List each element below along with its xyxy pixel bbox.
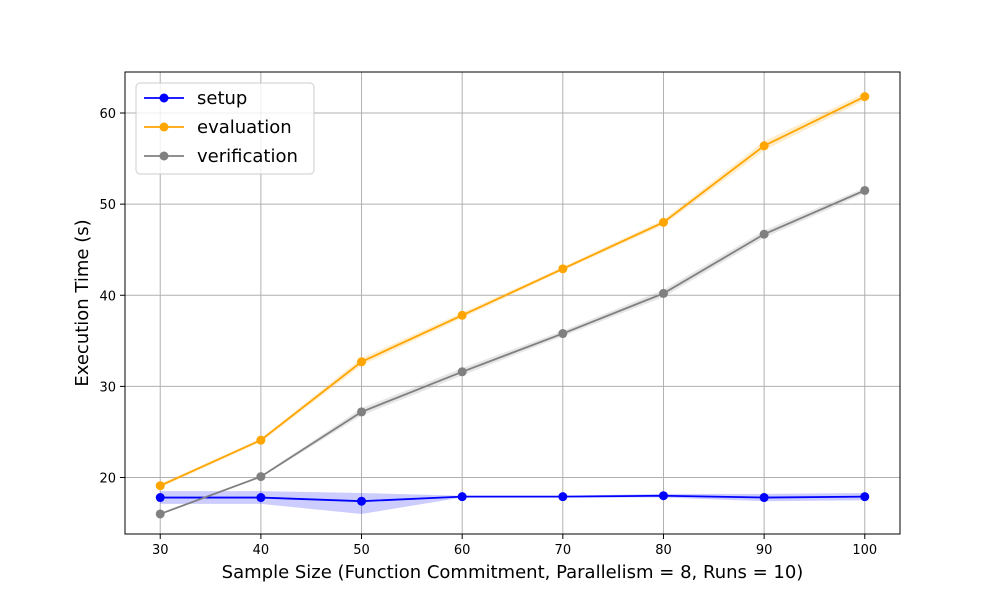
point-setup <box>357 496 367 506</box>
y-tick-label: 20 <box>99 472 116 487</box>
x-tick-label: 60 <box>454 543 471 558</box>
point-verification <box>558 329 568 339</box>
legend-marker <box>159 122 169 132</box>
point-verification <box>658 288 668 298</box>
legend-label: evaluation <box>197 117 292 138</box>
point-setup <box>155 493 165 503</box>
point-verification <box>457 367 467 377</box>
x-tick-label: 100 <box>852 543 877 558</box>
legend-box <box>135 82 315 175</box>
series-line-evaluation <box>159 95 866 487</box>
point-setup <box>256 493 266 503</box>
point-verification <box>357 407 367 417</box>
x-tick-label: 40 <box>253 543 270 558</box>
point-evaluation <box>357 357 367 367</box>
x-tick-label: 50 <box>353 543 370 558</box>
x-tick-label: 70 <box>555 543 572 558</box>
point-verification <box>155 509 165 519</box>
y-axis-ticks: 20 30 40 50 60 <box>99 107 125 487</box>
point-evaluation <box>256 435 266 445</box>
legend-marker <box>159 93 169 103</box>
point-evaluation <box>457 310 467 320</box>
grid-lines <box>125 72 900 534</box>
point-evaluation <box>759 141 769 151</box>
point-verification <box>256 472 266 482</box>
point-evaluation <box>155 481 165 491</box>
point-evaluation <box>860 92 870 102</box>
series-line-verification <box>159 189 866 515</box>
point-verification <box>860 185 870 195</box>
legend-label: setup <box>197 88 247 109</box>
point-verification <box>759 229 769 239</box>
legend-entry-evaluation: evaluation <box>144 117 292 138</box>
y-tick-label: 40 <box>99 289 116 304</box>
point-setup <box>759 493 769 503</box>
x-axis-label: Sample Size (Function Commitment, Parall… <box>222 562 804 583</box>
y-axis-label: Execution Time (s) <box>72 219 93 386</box>
legend: setup evaluation verification <box>135 82 315 175</box>
x-tick-label: 90 <box>756 543 773 558</box>
band-evaluation <box>160 92 865 488</box>
legend-label: verification <box>197 146 298 167</box>
point-setup <box>658 491 668 501</box>
point-setup <box>558 492 568 502</box>
y-tick-label: 50 <box>99 198 116 213</box>
x-tick-label: 30 <box>152 543 169 558</box>
y-tick-label: 60 <box>99 107 116 122</box>
series-line-setup <box>160 494 865 503</box>
y-tick-label: 30 <box>99 380 116 395</box>
series-lines <box>159 95 866 515</box>
point-setup <box>860 492 870 502</box>
point-evaluation <box>558 264 568 274</box>
point-evaluation <box>658 217 668 227</box>
series-points <box>155 92 870 519</box>
legend-marker <box>159 151 169 161</box>
x-tick-label: 80 <box>655 543 672 558</box>
legend-entry-setup: setup <box>144 88 247 109</box>
x-axis-ticks: 30 40 50 60 70 80 90 100 <box>152 534 877 558</box>
point-setup <box>457 492 467 502</box>
band-verification <box>160 187 865 515</box>
plot-area-frame <box>124 71 901 535</box>
legend-entry-verification: verification <box>144 146 298 167</box>
